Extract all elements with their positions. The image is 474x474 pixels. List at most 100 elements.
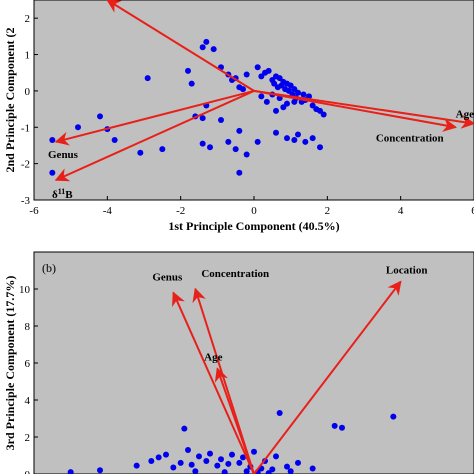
data-point	[203, 458, 210, 465]
y-tick-label: -3	[21, 195, 31, 207]
data-point	[240, 86, 246, 93]
data-point	[97, 113, 103, 120]
data-point	[243, 468, 250, 474]
loading-vector-unlabeled	[106, 0, 255, 92]
data-point	[181, 425, 188, 432]
data-point	[177, 459, 184, 466]
data-point	[214, 462, 221, 469]
data-point	[144, 75, 151, 82]
data-point	[188, 80, 195, 87]
y-tick-label: 2	[25, 13, 31, 25]
data-point	[331, 422, 338, 429]
data-point	[196, 453, 202, 460]
loading-vector-genus	[54, 89, 255, 146]
data-point	[265, 470, 272, 474]
x-tick-label: 4	[398, 205, 404, 217]
loading-vector-concentration	[253, 89, 458, 132]
data-point	[170, 464, 177, 471]
data-point	[309, 102, 316, 109]
plot-area	[33, 251, 474, 474]
panel-1: -3 -2 -1 0 1 2 -6 -4 -2 0 2 4 6 Age Concentration Genus…	[3, 0, 474, 233]
data-point	[291, 86, 298, 93]
vector-label: Concentration	[376, 132, 444, 144]
data-point	[287, 82, 294, 89]
data-point	[236, 127, 243, 134]
data-point	[295, 459, 301, 466]
loading-vector-location	[253, 280, 402, 474]
data-point	[49, 169, 56, 176]
data-point	[163, 451, 169, 458]
x-tick-label: -2	[176, 205, 185, 217]
data-point	[320, 111, 327, 118]
data-point	[188, 461, 195, 468]
data-point	[97, 467, 103, 474]
vector-label: Age	[204, 352, 222, 364]
y-tick-label: 6	[25, 358, 31, 370]
panel-tag: (b)	[42, 261, 56, 275]
data-point	[159, 146, 166, 153]
data-point	[192, 468, 199, 474]
data-point	[269, 466, 276, 473]
data-point	[236, 169, 243, 176]
data-point	[284, 100, 290, 107]
vector-label: Concentration	[201, 268, 269, 280]
data-point	[271, 80, 278, 87]
x-axis-label: 1st Principle Component (40.5%)	[168, 219, 339, 233]
data-point	[309, 135, 316, 142]
y-tick-label: 1	[25, 50, 31, 62]
data-point	[254, 64, 261, 71]
data-point	[273, 453, 279, 460]
data-point	[276, 75, 283, 82]
x-tick-label: -4	[103, 205, 113, 217]
loading-vector-genus	[172, 291, 255, 474]
data-point	[210, 46, 217, 53]
y-axis-label: 2nd Principle Component (2	[3, 27, 17, 172]
data-point	[218, 456, 224, 463]
vector-label: Genus	[48, 149, 79, 161]
data-point	[203, 38, 210, 45]
x-tick-label: 0	[251, 205, 257, 217]
data-point	[155, 454, 162, 461]
data-point	[258, 93, 265, 100]
x-tick-label: -6	[29, 205, 39, 217]
y-tick-label: -2	[21, 159, 30, 171]
data-point	[232, 146, 239, 153]
data-point	[390, 413, 397, 420]
y-tick-label: 4	[25, 395, 31, 407]
loading-vector--11b	[54, 89, 255, 182]
data-point	[240, 454, 246, 461]
data-point	[243, 151, 250, 158]
data-point	[75, 124, 81, 131]
data-point	[67, 469, 74, 474]
panel-2: 0 2 4 6 8 10 Genus Concentration Location Age 3rd …	[3, 251, 474, 474]
data-point	[111, 137, 118, 143]
data-point	[317, 107, 323, 114]
data-point	[284, 463, 290, 470]
data-point	[199, 115, 206, 122]
loading-vector-age	[214, 367, 255, 474]
plot-area	[33, 0, 474, 201]
data-point	[229, 451, 235, 458]
data-point	[243, 71, 250, 78]
data-point	[302, 138, 309, 145]
data-point	[49, 137, 56, 143]
data-point	[251, 448, 257, 455]
data-point	[207, 450, 213, 457]
data-point	[273, 107, 279, 114]
vector-label: Genus	[152, 272, 183, 284]
data-point	[218, 117, 224, 123]
data-point	[295, 89, 301, 96]
data-point	[133, 462, 140, 469]
vector-label: Age	[456, 109, 474, 121]
data-point	[148, 458, 155, 465]
data-point	[317, 144, 323, 151]
data-point	[291, 137, 298, 143]
data-point	[276, 409, 283, 416]
data-point	[295, 131, 301, 138]
y-tick-label: 2	[25, 432, 31, 444]
data-point	[309, 465, 316, 472]
data-point	[185, 446, 191, 453]
vector-label: Location	[386, 265, 428, 277]
y-tick-label: 10	[19, 284, 31, 296]
